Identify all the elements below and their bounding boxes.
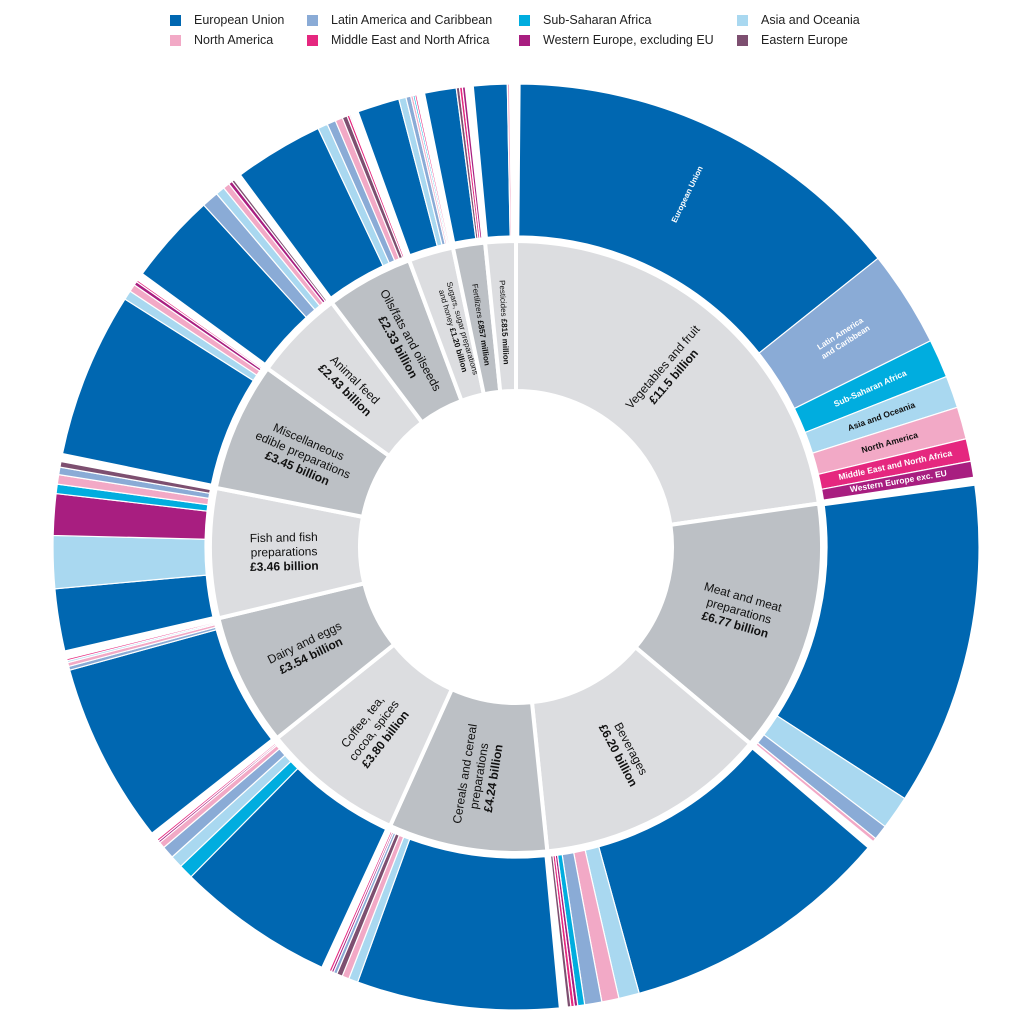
outer-segment-we[interactable] [348, 113, 406, 258]
outer-segment-ee[interactable] [549, 855, 572, 1008]
outer-segment-mena[interactable] [414, 94, 450, 245]
category-3: Cereals and cerealpreparations£4.24 bill… [328, 686, 561, 1011]
legend-label: Sub-Saharan Africa [543, 13, 652, 27]
legend-item-asia: Asia and Oceania [737, 13, 860, 27]
legend-swatch [737, 14, 748, 26]
inner-segment[interactable] [482, 238, 518, 394]
category-2: Beverages£6.20 billion [529, 644, 869, 1008]
category-7: Miscellaneousedible preparations£3.45 bi… [61, 279, 393, 520]
legend-swatch [170, 14, 181, 26]
legend-label: North America [194, 33, 274, 47]
outer-segment-we[interactable] [461, 86, 483, 239]
outer-segment-we[interactable] [820, 460, 975, 501]
outer-segment-mena[interactable] [328, 830, 393, 973]
legend-swatch [737, 34, 748, 46]
legend-label: European Union [194, 13, 285, 27]
inner-segment[interactable] [514, 238, 822, 528]
outer-segment-latam[interactable] [510, 83, 514, 237]
legend-label: Asia and Oceania [761, 13, 860, 27]
legend-swatch [519, 34, 530, 46]
category-6: Fish and fishpreparations£3.46 billion [52, 460, 367, 652]
legend-item-we: Western Europe, excluding EU [519, 33, 714, 47]
legend: European Union Latin America and Caribbea… [0, 0, 1028, 60]
legend-item-latam: Latin America and Caribbean [307, 13, 492, 27]
category-8: Animal feed£2.43 billion [141, 178, 425, 459]
inner-segment[interactable] [529, 644, 754, 854]
outer-segment-mena[interactable] [65, 621, 216, 662]
legend-item-ssa: Sub-Saharan Africa [519, 13, 651, 27]
outer-segment-mena[interactable] [135, 279, 263, 370]
inner-segment[interactable] [632, 501, 824, 747]
legend-item-mena: Middle East and North Africa [307, 33, 489, 47]
legend-item-eu: European Union [170, 13, 284, 27]
category-4: Coffee, tea,cocoa, spices£3.80 billion [156, 641, 455, 969]
legend-swatch [307, 34, 318, 46]
legend-item-na: North America [170, 33, 273, 47]
legend-swatch [519, 14, 530, 26]
category-label: Pesticides £815 million [497, 280, 510, 365]
legend-swatch [307, 14, 318, 26]
outer-segment-mena[interactable] [156, 742, 277, 842]
legend-swatch [170, 34, 181, 46]
category-12: Pesticides £815 million [472, 83, 518, 394]
category-1: Meat and meatpreparations£6.77 billion [632, 484, 980, 843]
legend-label: Western Europe, excluding EU [543, 33, 714, 47]
legend-label: Eastern Europe [761, 33, 848, 47]
outer-segment-na[interactable] [755, 742, 877, 843]
legend-label: Middle East and North Africa [331, 33, 490, 47]
outer-segment-ee[interactable] [231, 178, 328, 303]
outer-segment-ee[interactable] [59, 460, 212, 495]
legend-item-ee: Eastern Europe [737, 33, 848, 47]
legend-label: Latin America and Caribbean [331, 13, 493, 27]
category-5: Dairy and eggs£3.54 billion [65, 580, 398, 834]
category-label: Fish and fishpreparations£3.46 billion [249, 530, 319, 574]
